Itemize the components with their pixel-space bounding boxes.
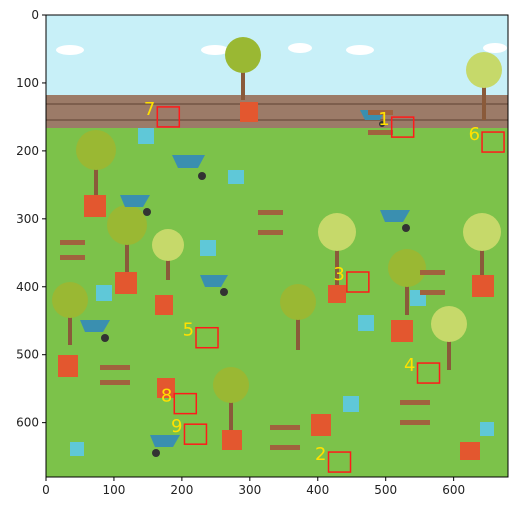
potted-plant-icon	[60, 110, 445, 450]
x-axis: 0 100 200 300 400 500 600	[42, 477, 465, 497]
x-tick-label: 400	[306, 483, 329, 497]
y-axis: 0 100 200 300 400 500 600	[16, 8, 46, 430]
marker-label: 9	[171, 416, 182, 437]
garden-scene-image	[46, 15, 508, 477]
marker-layer: 1 2 3 4 5 6 7 8 9	[144, 99, 505, 473]
y-tick-label: 600	[16, 416, 39, 430]
marker-box	[327, 451, 352, 473]
marker-box	[346, 271, 370, 293]
marker-label: 1	[378, 109, 389, 130]
x-tick-label: 300	[238, 483, 261, 497]
tree-icon	[52, 37, 502, 430]
marker-box	[183, 423, 208, 445]
y-tick-label: 100	[16, 76, 39, 90]
marker-box	[156, 106, 181, 128]
marker-box	[195, 326, 219, 349]
wheelbarrow-icon	[80, 110, 410, 457]
y-tick-label: 0	[31, 8, 39, 22]
x-tick-label: 200	[170, 483, 193, 497]
axes-frame	[45, 14, 509, 478]
marker-label: 2	[315, 444, 326, 465]
x-tick-label: 500	[374, 483, 397, 497]
flower-pot-icon	[58, 102, 494, 460]
y-tick-label: 500	[16, 348, 39, 362]
x-tick-label: 0	[42, 483, 50, 497]
marker-label: 3	[333, 264, 344, 285]
cloud-icon	[56, 43, 507, 55]
marker-box	[390, 116, 415, 138]
x-tick-label: 600	[442, 483, 465, 497]
marker-label: 4	[404, 355, 415, 376]
y-tick-label: 400	[16, 280, 39, 294]
marker-label: 8	[161, 386, 172, 407]
marker-label: 5	[183, 320, 194, 341]
marker-box	[481, 131, 505, 153]
y-tick-label: 300	[16, 212, 39, 226]
y-tick-label: 200	[16, 144, 39, 158]
watering-can-icon	[70, 128, 494, 456]
x-tick-label: 100	[102, 483, 125, 497]
marker-box	[173, 392, 198, 415]
marker-label: 7	[144, 99, 155, 120]
marker-label: 6	[469, 124, 480, 145]
marker-box	[416, 362, 441, 384]
